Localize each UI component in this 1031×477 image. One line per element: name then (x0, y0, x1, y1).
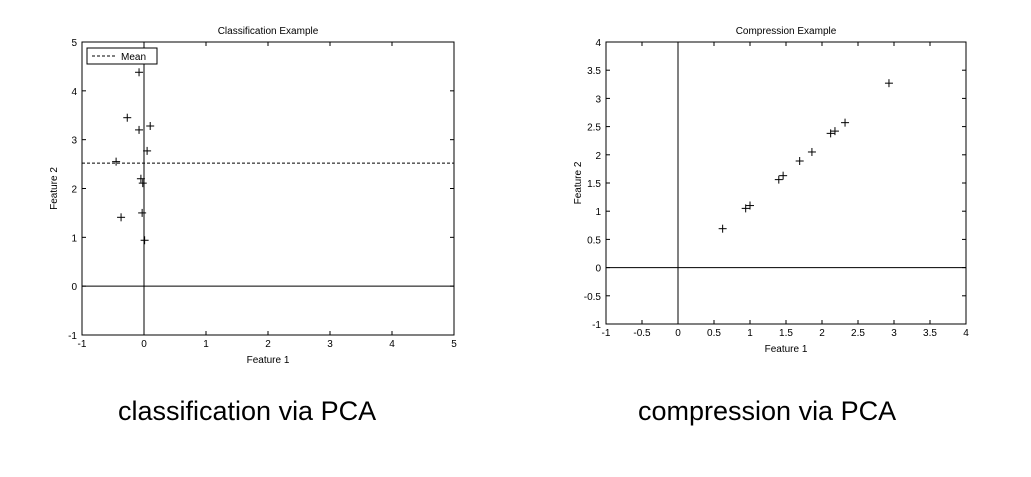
data-point (140, 236, 149, 245)
y-axis-label: Feature 2 (573, 161, 584, 204)
data-point (718, 224, 727, 233)
x-tick-label: 0 (675, 328, 681, 339)
x-tick-label: 2.5 (851, 328, 865, 339)
y-tick-label: 4 (71, 87, 77, 98)
data-point (830, 127, 839, 136)
y-tick-label: 5 (71, 38, 77, 49)
x-axis-label: Feature 1 (765, 344, 808, 355)
legend-label: Mean (121, 52, 146, 63)
y-tick-label: 3.5 (587, 66, 601, 77)
data-point (112, 157, 121, 166)
y-tick-label: 2 (595, 151, 601, 162)
y-tick-label: -1 (592, 320, 601, 331)
y-tick-label: 1 (595, 207, 601, 218)
data-point (841, 118, 850, 127)
caption-classification: classification via PCA (118, 396, 377, 426)
y-tick-label: -0.5 (584, 292, 602, 303)
y-axis-label: Feature 2 (49, 167, 60, 210)
y-tick-label: 1 (71, 233, 77, 244)
x-tick-label: 0 (141, 339, 147, 350)
y-tick-label: 2.5 (587, 123, 601, 134)
x-tick-label: 5 (451, 339, 457, 350)
data-point (741, 204, 750, 213)
data-point (774, 175, 783, 184)
data-point (138, 179, 147, 188)
x-tick-label: 4 (389, 339, 395, 350)
data-point (117, 213, 126, 222)
y-tick-label: 3 (595, 94, 601, 105)
x-tick-label: 3.5 (923, 328, 937, 339)
data-point (143, 146, 152, 155)
plot-frame (81, 41, 455, 336)
chart-title: Classification Example (218, 26, 319, 37)
x-tick-label: 3 (327, 339, 333, 350)
x-axis-label: Feature 1 (247, 355, 290, 366)
x-tick-label: 0.5 (707, 328, 721, 339)
chart-classification: Classification Example -1 0 1 2 3 4 5 -1 0 1 2 3 4 5 Me… (49, 26, 457, 366)
y-tick-label: 0 (595, 264, 601, 275)
data-point (135, 125, 144, 134)
data-point (123, 113, 132, 122)
plot-frame (605, 41, 967, 325)
data-point (795, 157, 804, 166)
x-tick-label: -0.5 (633, 328, 651, 339)
x-tick-label: 1.5 (779, 328, 793, 339)
x-tick-label: 2 (265, 339, 271, 350)
y-tick-label: 2 (71, 185, 77, 196)
x-tick-label: 2 (819, 328, 825, 339)
data-point (807, 147, 816, 156)
data-point (138, 208, 147, 217)
chart-title: Compression Example (736, 26, 837, 37)
data-point (826, 129, 835, 138)
data-point (746, 201, 754, 210)
caption-compression: compression via PCA (638, 396, 897, 426)
x-tick-label: -1 (78, 339, 87, 350)
x-tick-label: 1 (747, 328, 753, 339)
data-point (884, 79, 893, 88)
x-tick-label: 1 (203, 339, 209, 350)
data-point (779, 171, 788, 180)
data-point (135, 68, 144, 77)
y-tick-label: 3 (71, 136, 77, 147)
data-point (136, 174, 145, 183)
legend-box (86, 47, 158, 65)
y-tick-label: 0.5 (587, 235, 601, 246)
x-tick-label: -1 (602, 328, 611, 339)
chart-compression: Compression Example -1 -0.5 0 0.5 1 1.5 2 2.5 3 3.… (573, 26, 969, 355)
y-tick-label: 4 (595, 38, 601, 49)
y-tick-label: -1 (68, 331, 77, 342)
data-point (146, 121, 155, 130)
x-tick-label: 4 (963, 328, 969, 339)
y-tick-label: 0 (71, 282, 77, 293)
x-tick-label: 3 (891, 328, 897, 339)
y-tick-label: 1.5 (587, 179, 601, 190)
